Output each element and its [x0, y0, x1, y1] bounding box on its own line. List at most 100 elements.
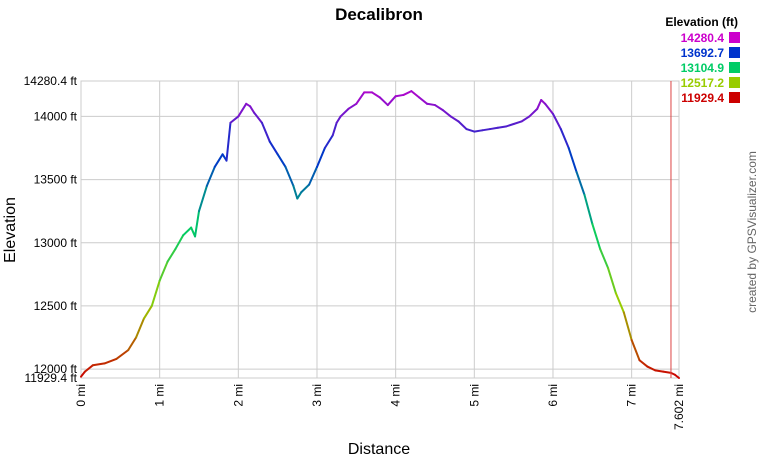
elevation-line-segment [496, 125, 507, 129]
chart-title: Decalibron [335, 5, 423, 24]
elevation-line-segment [347, 102, 358, 110]
elevation-line-segment [174, 234, 185, 251]
elevation-line-segment [489, 126, 499, 131]
x-tick-labels: 0 mi 1 mi 2 mi 3 mi 4 mi 5 mi 6 mi 7 mi 7.602 mi [74, 384, 686, 430]
legend-entry-label: 13104.9 [681, 61, 725, 75]
y-tick-label: 11929.4 ft [25, 371, 78, 385]
elevation-line-segment [583, 193, 594, 225]
elevation-line-segment [323, 134, 334, 150]
legend-swatch [729, 62, 740, 73]
elevation-line-segment [315, 147, 326, 168]
elevation-line-segment [646, 365, 657, 372]
elevation-line-segment [433, 104, 444, 112]
x-tick-label: 3 mi [310, 384, 324, 407]
x-tick-label: 1 mi [153, 384, 167, 407]
legend-title: Elevation (ft) [665, 15, 738, 29]
y-tick-label: 12500 ft [34, 299, 78, 313]
elevation-line-segment [371, 91, 381, 99]
y-tick-label: 12000 ft [34, 362, 78, 376]
elevation-line-segment [355, 91, 366, 105]
elevation-line-segment [135, 317, 145, 339]
elevation-line-segment [504, 123, 515, 128]
elevation-line-segment [575, 171, 586, 196]
x-tick-label: 7 mi [625, 384, 639, 407]
x-tick-label: 6 mi [546, 384, 560, 407]
elevation-line-segment [260, 121, 271, 143]
elevation-line-segment [300, 183, 311, 194]
elevation-line-segment [91, 362, 106, 367]
legend-entry-label: 13692.7 [681, 46, 725, 60]
elevation-line-segment [536, 98, 543, 110]
legend-entry-label: 11929.4 [681, 91, 724, 105]
elevation-line-segment [551, 112, 562, 131]
elevation-line-segment [481, 128, 492, 132]
elevation-line-segment [662, 370, 672, 374]
elevation-line-segment [465, 128, 476, 133]
x-axis-label: Distance [348, 441, 410, 458]
y-tick-label: 14000 ft [34, 109, 78, 123]
elevation-line-segment [599, 248, 610, 270]
elevation-line-segment [386, 95, 397, 107]
legend-entry-label: 12517.2 [681, 76, 725, 90]
elevation-line-segment [378, 96, 389, 107]
plot-area [80, 81, 680, 379]
elevation-line-segment [276, 153, 287, 168]
elevation-line-segment [225, 121, 232, 162]
x-tick-label: 7.602 mi [672, 384, 686, 430]
x-tick-label: 5 mi [467, 384, 481, 407]
grid [80, 80, 680, 379]
x-tick-label: 4 mi [389, 384, 403, 407]
elevation-line-segment [229, 115, 240, 124]
elevation-line-segment [115, 349, 130, 360]
elevation-line-segment [410, 90, 421, 99]
elevation-line-segment [544, 102, 554, 115]
elevation-line-segment [158, 260, 169, 282]
elevation-line-segment [512, 120, 523, 126]
elevation-line-segment [528, 107, 539, 118]
elevation-line-segment [457, 120, 468, 131]
elevation-line-segment [194, 210, 200, 238]
elevation-line-segment [335, 115, 342, 124]
elevation-line-segment [205, 165, 216, 187]
plot-border [80, 80, 680, 379]
elevation-line-segment [614, 292, 625, 314]
elevation-line-segment [630, 339, 641, 362]
elevation-line-segment [402, 90, 413, 96]
legend-swatch [729, 77, 740, 88]
elevation-line-segment [449, 115, 460, 123]
elevation-line-segment [394, 93, 405, 98]
elevation-line-segment [591, 222, 602, 251]
y-axis-label: Elevation [2, 197, 19, 263]
elevation-line-segment [292, 184, 299, 200]
elevation-line-segment [673, 373, 680, 379]
y-tick-label: 14280.4 ft [24, 74, 78, 88]
elevation-line-segment [331, 121, 338, 137]
elevation-line-segment [296, 191, 303, 200]
legend-entry-label: 14280.4 [681, 31, 725, 45]
x-tick-label: 2 mi [231, 384, 245, 407]
legend-swatch [729, 92, 740, 103]
legend-swatch [729, 47, 740, 58]
credit-text: created by GPSVisualizer.com [745, 151, 759, 313]
elevation-line-segment [83, 364, 94, 373]
elevation-line-segment [426, 102, 436, 107]
elevation-line-segment [607, 267, 617, 295]
elevation-line-segment [473, 129, 484, 133]
y-tick-label: 13500 ft [34, 173, 78, 187]
elevation-line-segment [249, 105, 256, 114]
elevation-line-segment [654, 369, 665, 373]
elevation-line-segment [103, 357, 118, 365]
elevation-line-segment [441, 109, 452, 118]
elevation-line-segment [80, 370, 86, 378]
elevation-line-segment [197, 184, 208, 213]
elevation-line-segment [559, 128, 570, 150]
elevation-line-segment [418, 96, 429, 105]
elevation-line-segment [339, 107, 350, 118]
elevation-line-segment [567, 147, 578, 174]
elevation-line-segment [638, 359, 649, 368]
elevation-line-segment [150, 279, 161, 307]
elevation-line-segment [268, 140, 279, 156]
elevation-line-segment [253, 111, 263, 124]
